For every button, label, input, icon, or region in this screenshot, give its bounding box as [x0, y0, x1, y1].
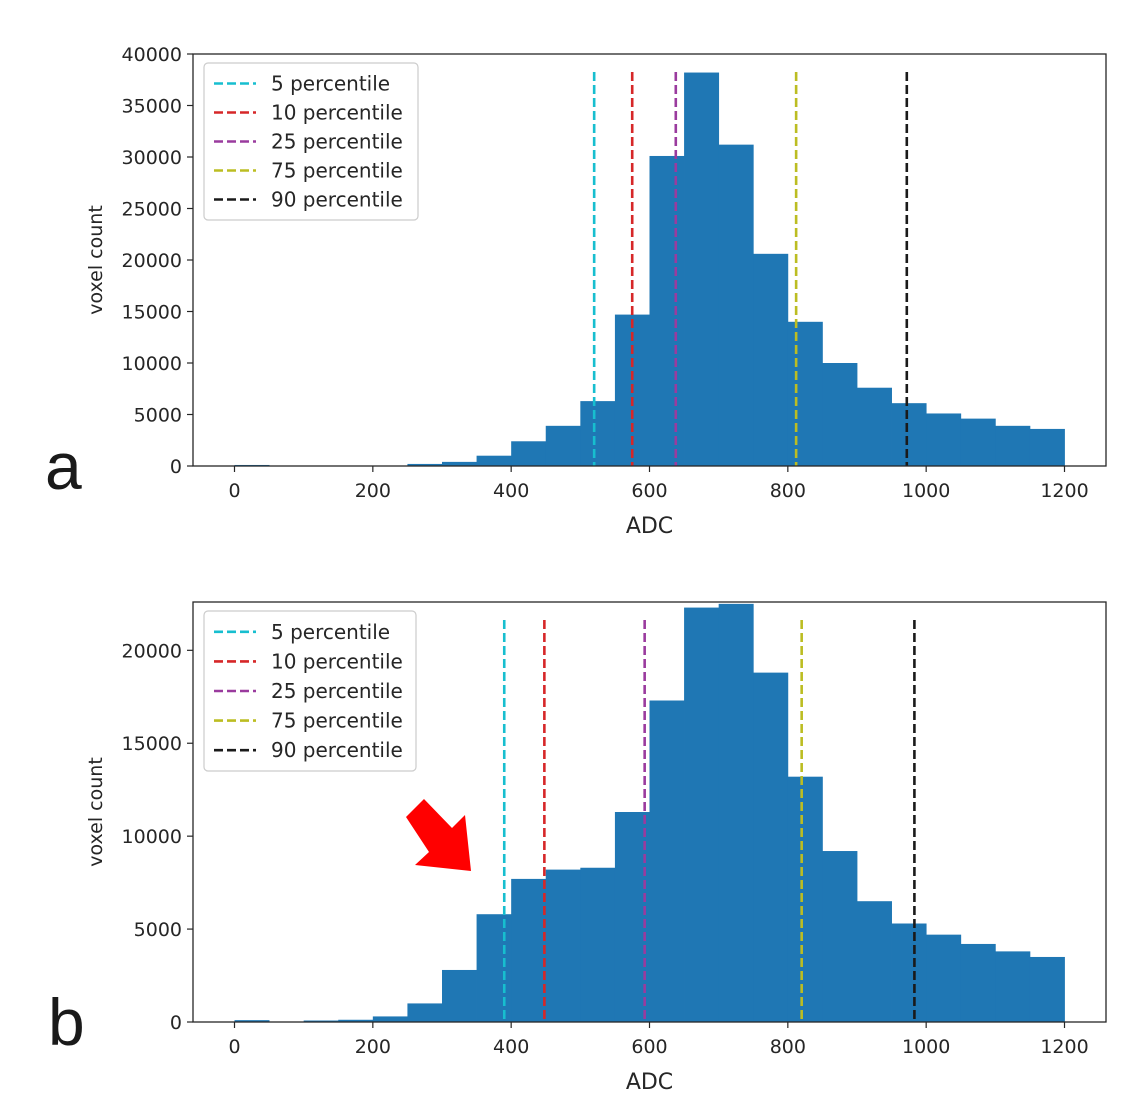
histogram-bar-b-13 — [684, 607, 720, 1022]
histogram-bar-b-8 — [511, 878, 547, 1022]
legend-a — [203, 62, 419, 221]
x-tick-label-b-3: 600 — [631, 1036, 667, 1058]
panel-a: 0 200 400 600 800 1000 1200 0 5000 10000 15000 2000… — [45, 44, 1107, 539]
histogram-bar-b-5 — [407, 1003, 443, 1022]
y-tick-label-b-2: 10000 — [122, 826, 182, 848]
histogram-bar-b-17 — [822, 851, 858, 1022]
histogram-bar-a-12 — [649, 155, 685, 466]
panel-letter-a: a — [45, 429, 82, 503]
y-axis-label-b: voxel count — [85, 757, 107, 867]
legend-label-a-2: 25 percentile — [271, 130, 403, 154]
histogram-bar-b-4 — [372, 1016, 408, 1022]
legend-b — [203, 610, 417, 772]
y-tick-label-b-0: 0 — [170, 1012, 182, 1034]
x-axis-label-b: ADC — [626, 1070, 673, 1095]
histogram-bar-b-6 — [442, 969, 477, 1022]
histogram-bar-b-2 — [303, 1020, 339, 1022]
histogram-bar-b-20 — [926, 934, 962, 1022]
histogram-bar-b-16 — [787, 776, 823, 1022]
legend-label-b-3: 75 percentile — [271, 709, 403, 733]
legend-label-b-0: 5 percentile — [271, 620, 390, 644]
legend-label-b-1: 10 percentile — [271, 649, 403, 673]
x-tick-label-a-5: 1000 — [902, 480, 950, 502]
x-tick-label-b-0: 0 — [228, 1036, 240, 1058]
histogram-bar-a-14 — [718, 144, 754, 466]
red-arrow-icon — [406, 799, 471, 871]
x-tick-label-a-6: 1200 — [1040, 480, 1088, 502]
y-tick-label-a-1: 5000 — [134, 405, 182, 427]
histogram-bar-a-16 — [787, 321, 823, 466]
histogram-bar-a-5 — [407, 463, 443, 466]
x-axis-label-a: ADC — [626, 514, 673, 539]
histogram-bar-a-15 — [753, 253, 789, 466]
y-tick-label-b-1: 5000 — [134, 919, 182, 941]
histogram-bar-a-19 — [891, 403, 927, 466]
x-tick-label-b-6: 1200 — [1040, 1036, 1088, 1058]
y-tick-label-a-6: 30000 — [122, 147, 182, 169]
histogram-bar-b-9 — [545, 869, 581, 1022]
histogram-bar-a-20 — [926, 413, 962, 466]
y-tick-label-a-2: 10000 — [122, 353, 182, 375]
histogram-bar-b-10 — [580, 867, 616, 1022]
histogram-bar-b-3 — [338, 1019, 374, 1022]
y-tick-label-b-4: 20000 — [122, 640, 182, 662]
histogram-bar-b-22 — [995, 951, 1031, 1022]
panel-b: 0 200 400 600 800 1000 1200 0 5000 10000 15000 2000… — [48, 601, 1107, 1095]
legend-label-a-3: 75 percentile — [271, 159, 403, 183]
legend-label-a-1: 10 percentile — [271, 101, 403, 125]
histogram-bar-a-7 — [476, 455, 512, 466]
histogram-bar-a-23 — [1029, 428, 1065, 466]
x-tick-label-b-1: 200 — [355, 1036, 391, 1058]
histogram-bar-b-12 — [649, 700, 685, 1022]
x-tick-label-a-1: 200 — [355, 480, 391, 502]
histogram-bar-a-8 — [511, 441, 547, 466]
y-tick-label-a-0: 0 — [170, 456, 182, 478]
legend-label-b-2: 25 percentile — [271, 679, 403, 703]
histogram-bar-b-18 — [857, 901, 892, 1022]
histogram-bar-a-6 — [442, 461, 477, 466]
histogram-bar-a-22 — [995, 425, 1031, 466]
y-tick-label-a-5: 25000 — [122, 199, 182, 221]
y-tick-label-a-4: 20000 — [122, 250, 182, 272]
histogram-bar-a-21 — [960, 418, 996, 466]
y-tick-label-a-8: 40000 — [122, 44, 182, 66]
histogram-bar-b-19 — [891, 923, 927, 1022]
histogram-bar-a-13 — [684, 72, 720, 466]
y-axis-label-a: voxel count — [85, 205, 107, 315]
histogram-bar-b-14 — [718, 603, 754, 1022]
histogram-bar-a-17 — [822, 363, 858, 466]
histogram-bar-a-9 — [545, 425, 581, 466]
histogram-bar-b-15 — [753, 672, 789, 1022]
legend-label-b-4: 90 percentile — [271, 738, 403, 762]
x-tick-label-a-4: 800 — [770, 480, 806, 502]
x-tick-label-a-0: 0 — [228, 480, 240, 502]
y-tick-label-a-3: 15000 — [122, 302, 182, 324]
legend-label-a-4: 90 percentile — [271, 188, 403, 212]
panel-letter-b: b — [48, 985, 85, 1059]
y-tick-label-b-3: 15000 — [122, 733, 182, 755]
histogram-bar-b-7 — [476, 914, 512, 1022]
x-tick-label-a-2: 400 — [493, 480, 529, 502]
histogram-bar-a-10 — [580, 401, 616, 466]
x-tick-label-b-2: 400 — [493, 1036, 529, 1058]
histogram-bar-b-21 — [960, 943, 996, 1022]
histogram-bar-a-18 — [857, 387, 892, 466]
x-tick-label-b-4: 800 — [770, 1036, 806, 1058]
x-tick-label-a-3: 600 — [631, 480, 667, 502]
x-tick-label-b-5: 1000 — [902, 1036, 950, 1058]
y-tick-label-a-7: 35000 — [122, 96, 182, 118]
legend-label-a-0: 5 percentile — [271, 72, 390, 96]
histogram-bar-b-23 — [1029, 956, 1065, 1022]
histogram-bar-b-0 — [234, 1020, 270, 1022]
